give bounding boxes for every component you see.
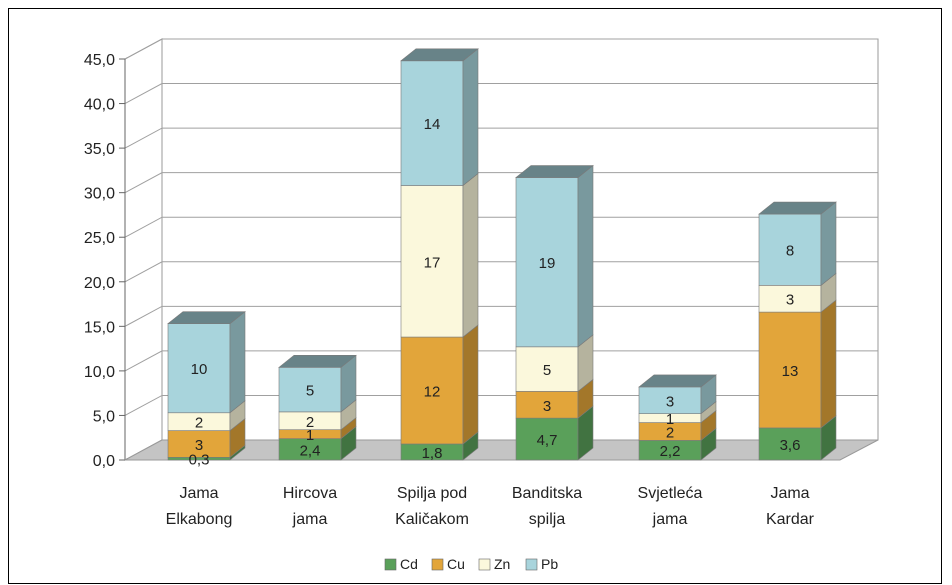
data-labels: 0,332102,41251,81217144,735192,22133,613… xyxy=(189,116,801,469)
bar-side-cu xyxy=(462,324,479,445)
legend: Cd Cu Zn Pb xyxy=(384,556,558,572)
y-tick-label: 10,0 xyxy=(84,364,115,381)
category-label: Jama xyxy=(179,485,218,502)
legend-label-pb: Pb xyxy=(541,556,558,572)
category-label: Jama xyxy=(770,485,809,502)
category-label: spilja xyxy=(529,511,566,528)
legend-label-cu: Cu xyxy=(447,556,465,572)
bar-side-pb xyxy=(229,311,246,414)
data-label-cu: 1 xyxy=(306,427,314,444)
bar-side-pb xyxy=(820,201,837,286)
bar-segment-pb xyxy=(758,213,822,286)
bar-top xyxy=(278,355,357,368)
data-label-pb: 8 xyxy=(786,243,794,260)
bar-segment-pb xyxy=(515,177,579,348)
data-label-cd: 1,8 xyxy=(422,445,443,462)
bar-segment-zn xyxy=(400,185,464,338)
data-label-pb: 5 xyxy=(306,383,314,400)
legend-swatch-cd xyxy=(384,558,397,571)
y-tick-label: 40,0 xyxy=(84,97,115,114)
data-label-cd: 2,2 xyxy=(660,443,681,460)
gridline xyxy=(124,261,878,283)
data-label-cu: 3 xyxy=(195,437,203,454)
data-label-cd: 4,7 xyxy=(537,432,558,449)
data-label-cd: 2,4 xyxy=(300,442,321,459)
bar-side-cu xyxy=(820,299,837,429)
y-tick-label: 15,0 xyxy=(84,319,115,336)
category-label: Spilja pod xyxy=(397,485,467,502)
category-label: jama xyxy=(292,511,328,528)
data-label-zn: 5 xyxy=(543,362,551,379)
bar-segment-zn xyxy=(515,346,579,392)
bar-segment-pb xyxy=(638,386,702,414)
data-label-zn: 3 xyxy=(786,292,794,309)
gridline xyxy=(124,127,878,149)
category-label: Banditska xyxy=(512,485,582,502)
data-label-pb: 19 xyxy=(539,255,556,272)
bar-top xyxy=(515,165,594,178)
category-label: Kaličakom xyxy=(395,511,469,528)
gridline xyxy=(124,83,878,104)
bar-segment-cd xyxy=(758,427,822,461)
legend-label-cd: Cd xyxy=(400,556,418,572)
y-tick-label: 25,0 xyxy=(84,230,115,247)
data-label-zn: 1 xyxy=(666,411,674,428)
legend-swatch-pb xyxy=(525,558,538,571)
data-label-cd: 0,3 xyxy=(189,452,210,469)
bar-top xyxy=(400,48,479,62)
bar-segment-pb xyxy=(400,60,464,186)
data-label-zn: 17 xyxy=(424,254,441,271)
gridline xyxy=(124,305,878,327)
bar-segment-cu xyxy=(167,430,231,458)
data-label-zn: 2 xyxy=(306,414,314,431)
data-label-cu: 13 xyxy=(782,363,799,380)
category-label: Elkabong xyxy=(166,511,233,528)
data-label-pb: 10 xyxy=(191,361,208,378)
gridline xyxy=(124,172,878,194)
side-wall xyxy=(124,38,163,461)
y-tick-label: 0,0 xyxy=(93,453,115,470)
data-label-cu: 12 xyxy=(424,383,441,400)
gridlines xyxy=(119,38,878,461)
bar-segment-cu xyxy=(758,311,822,429)
gridline xyxy=(124,216,878,238)
bar-top xyxy=(638,374,717,388)
bar-side-pb xyxy=(462,48,479,187)
bar-segment-pb xyxy=(278,367,342,413)
data-label-pb: 14 xyxy=(424,116,441,133)
bars xyxy=(167,48,837,461)
bar-top xyxy=(167,311,246,324)
bar-side-pb xyxy=(577,164,594,348)
legend-swatch-zn xyxy=(478,558,491,571)
data-label-pb: 3 xyxy=(666,393,674,410)
y-tick-label: 5,0 xyxy=(93,408,115,425)
data-label-cu: 3 xyxy=(543,398,551,415)
category-label: Svjetleća xyxy=(638,485,703,502)
category-label: Kardar xyxy=(766,511,815,528)
y-tick-label: 30,0 xyxy=(84,186,115,203)
bar-top xyxy=(758,201,837,215)
bar-segment-cd xyxy=(515,417,579,461)
axis-labels: 0,0 5,0 10,0 15,0 20,0 25,0 30,0 35,0 40,0 45,0 Ja… xyxy=(84,52,815,528)
data-label-cu: 2 xyxy=(666,424,674,441)
y-tick-label: 35,0 xyxy=(84,141,115,158)
legend-label-zn: Zn xyxy=(494,556,510,572)
bar-segment-pb xyxy=(167,323,231,414)
category-label: Hircova xyxy=(283,485,337,502)
y-tick-label: 20,0 xyxy=(84,275,115,292)
gridline xyxy=(124,350,878,372)
bar-side-zn xyxy=(462,172,479,338)
legend-swatch-cu xyxy=(431,558,444,571)
data-label-cd: 3,6 xyxy=(780,437,801,454)
y-tick-label: 45,0 xyxy=(84,52,115,69)
gridline xyxy=(124,38,878,60)
data-label-zn: 2 xyxy=(195,415,203,432)
bar-segment-cu xyxy=(400,336,464,445)
category-label: jama xyxy=(652,511,688,528)
